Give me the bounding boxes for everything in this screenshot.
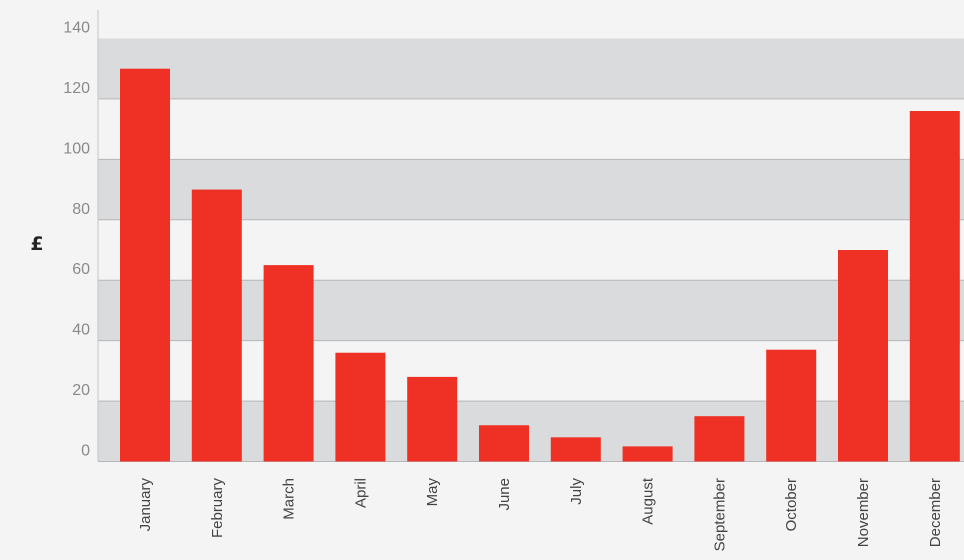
grid-band xyxy=(98,159,964,220)
grid-bands xyxy=(98,38,964,462)
grid-band xyxy=(98,38,964,99)
bar xyxy=(263,265,314,462)
x-tick-label: August xyxy=(640,477,657,525)
x-tick-label: January xyxy=(137,478,154,532)
bars xyxy=(120,68,960,462)
grid-lines xyxy=(98,98,964,462)
bar xyxy=(909,111,960,462)
bar xyxy=(766,349,817,462)
grid-band xyxy=(98,401,964,462)
y-tick-label: 40 xyxy=(72,322,90,339)
x-tick-label: October xyxy=(783,478,800,531)
x-tick-label: May xyxy=(424,478,441,507)
y-tick-label: 100 xyxy=(63,140,90,157)
x-tick-label: November xyxy=(855,478,872,547)
x-tick-label: March xyxy=(281,478,298,520)
bar xyxy=(694,416,745,462)
bar xyxy=(191,189,242,462)
bar xyxy=(407,376,458,462)
x-tick-label: December xyxy=(927,478,944,547)
bar xyxy=(622,446,673,462)
bar xyxy=(550,437,601,462)
y-tick-label: 80 xyxy=(72,201,90,218)
y-tick-label: 20 xyxy=(72,382,90,399)
y-tick-label: 140 xyxy=(63,20,90,37)
x-tick-label: February xyxy=(209,478,226,539)
x-tick-label: June xyxy=(496,478,513,511)
bar xyxy=(479,425,529,462)
y-axis-tick-labels: 0 20 40 60 80 100 120 140 xyxy=(63,20,90,460)
bar xyxy=(838,250,888,462)
y-tick-label: 60 xyxy=(72,261,90,278)
grid-band xyxy=(98,280,964,341)
y-tick-label: 120 xyxy=(63,80,90,97)
y-axis-label: £ xyxy=(30,233,43,255)
bar xyxy=(120,68,170,462)
bar xyxy=(335,352,386,462)
x-tick-label: April xyxy=(352,478,369,508)
x-tick-label: July xyxy=(568,478,585,505)
y-tick-label: 0 xyxy=(81,443,90,460)
x-tick-label: September xyxy=(711,478,728,551)
x-axis-tick-labels: January February March April May June July Augu… xyxy=(137,477,944,551)
